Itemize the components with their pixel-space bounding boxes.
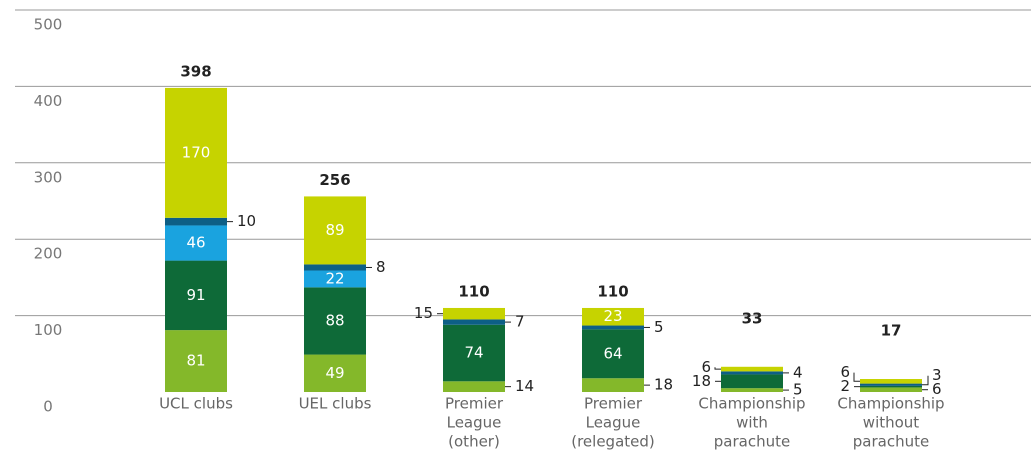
- y-tick-label: 0: [43, 398, 53, 416]
- value-label: 88: [325, 311, 344, 329]
- bar-segment: [304, 264, 366, 271]
- x-tick-label: UCL clubs: [159, 395, 233, 413]
- x-tick-label: Premier: [584, 395, 643, 413]
- total-label: 256: [319, 171, 350, 189]
- value-label: 46: [186, 234, 205, 252]
- value-label: 64: [603, 344, 622, 362]
- x-tick-label: Premier: [445, 395, 504, 413]
- value-label: 4: [793, 363, 803, 381]
- bar-segment: [860, 387, 922, 392]
- bar-segment: [304, 270, 366, 288]
- value-label: 14: [515, 377, 534, 395]
- y-tick-label: 200: [34, 245, 63, 263]
- total-label: 110: [458, 282, 489, 300]
- total-label: 17: [881, 322, 902, 340]
- value-label: 74: [464, 344, 483, 362]
- leader-line: [714, 367, 721, 370]
- leader-line: [922, 375, 929, 386]
- value-label: 15: [414, 304, 433, 322]
- bar-segment: [304, 354, 366, 392]
- value-label: 8: [376, 258, 386, 276]
- y-tick-label: 300: [34, 168, 63, 186]
- leader-line: [853, 372, 860, 382]
- value-label: 6: [932, 380, 942, 398]
- bar-segment: [304, 196, 366, 265]
- x-tick-label: Championship: [698, 395, 805, 413]
- value-label: 6: [701, 358, 711, 376]
- bar-segment: [582, 329, 644, 379]
- bar-segment: [165, 260, 227, 331]
- total-label: 33: [742, 309, 763, 327]
- bar-segment: [860, 379, 922, 384]
- bar-segment: [304, 287, 366, 355]
- x-tick-label: with: [736, 414, 768, 432]
- x-tick-label: parachute: [714, 433, 790, 451]
- total-label: 398: [180, 62, 211, 80]
- value-label: 5: [654, 318, 664, 336]
- bar-segment: [165, 225, 227, 261]
- x-tick-label: without: [863, 414, 920, 432]
- y-tick-label: 500: [34, 16, 63, 34]
- y-tick-label: 100: [34, 321, 63, 339]
- value-label: 10: [237, 212, 256, 230]
- x-tick-label: (other): [448, 433, 500, 451]
- value-label: 18: [692, 372, 711, 390]
- bar-segment: [165, 217, 227, 226]
- bar-segment: [860, 383, 922, 386]
- value-label: 18: [654, 376, 673, 394]
- x-tick-label: Championship: [837, 395, 944, 413]
- x-tick-label: League: [447, 414, 502, 432]
- value-label: 91: [186, 286, 205, 304]
- value-label: 170: [182, 143, 211, 161]
- bar-segment: [582, 378, 644, 392]
- x-tick-label: League: [586, 414, 641, 432]
- bar-segment: [443, 307, 505, 320]
- x-tick-label: parachute: [853, 433, 929, 451]
- total-label: 110: [597, 282, 628, 300]
- bar-segment: [721, 366, 783, 372]
- bar-segment: [165, 87, 227, 218]
- value-label: 5: [793, 381, 803, 399]
- bar-segment: [165, 330, 227, 392]
- bar-segment: [443, 319, 505, 325]
- value-label: 6: [840, 363, 850, 381]
- x-tick-label: (relegated): [571, 433, 655, 451]
- bar-segment: [443, 324, 505, 382]
- value-label: 3: [932, 366, 942, 384]
- bar-segment: [721, 371, 783, 375]
- y-tick-label: 400: [34, 92, 63, 110]
- value-label: 2: [840, 377, 850, 395]
- bar-segment: [721, 388, 783, 392]
- bar-segment: [721, 374, 783, 389]
- value-label: 89: [325, 221, 344, 239]
- bar-segment: [443, 381, 505, 392]
- value-label: 23: [603, 307, 622, 325]
- value-label: 22: [325, 269, 344, 287]
- x-tick-label: UEL clubs: [299, 395, 372, 413]
- value-label: 81: [186, 352, 205, 370]
- value-label: 49: [325, 364, 344, 382]
- bar-segment: [582, 325, 644, 330]
- bar-segment: [860, 385, 922, 388]
- value-label: 7: [515, 313, 525, 331]
- bar-segment: [582, 307, 644, 326]
